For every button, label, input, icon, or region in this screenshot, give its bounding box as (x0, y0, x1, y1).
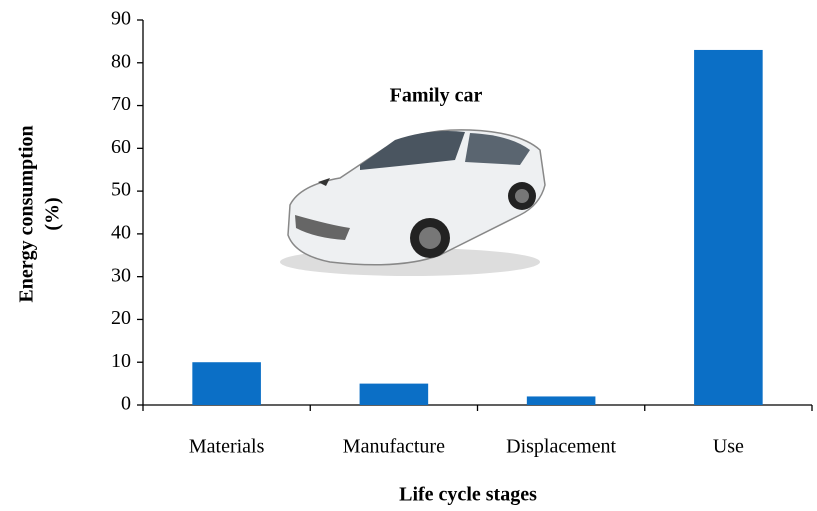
y-tick-label: 0 (121, 393, 131, 415)
y-tick-label: 60 (111, 136, 131, 158)
y-tick-label: 20 (111, 307, 131, 329)
y-axis-label-line: (%) (42, 197, 64, 230)
y-tick-label: 50 (111, 179, 131, 201)
y-tick-label: 80 (111, 50, 131, 72)
x-tick-label: Manufacture (343, 436, 445, 458)
x-axis-label: Life cycle stages (399, 484, 537, 506)
y-tick-label: 30 (111, 264, 131, 286)
x-tick-label: Materials (189, 436, 265, 458)
y-tick-label: 90 (111, 8, 131, 30)
y-tick-label: 70 (111, 93, 131, 115)
bar (359, 383, 429, 405)
x-tick-label: Use (713, 436, 744, 458)
bar (526, 396, 596, 405)
x-tick-label: Displacement (506, 436, 616, 458)
bar (694, 49, 763, 405)
car-illustration (280, 129, 546, 276)
y-axis-label-line: Energy consumption (16, 125, 38, 302)
y-tick-label: 40 (111, 221, 131, 243)
annotation: Family car (390, 85, 483, 107)
bar (192, 362, 261, 405)
y-axis-label: Energy consumption (%) (16, 125, 64, 302)
y-tick-label: 10 (111, 350, 131, 372)
